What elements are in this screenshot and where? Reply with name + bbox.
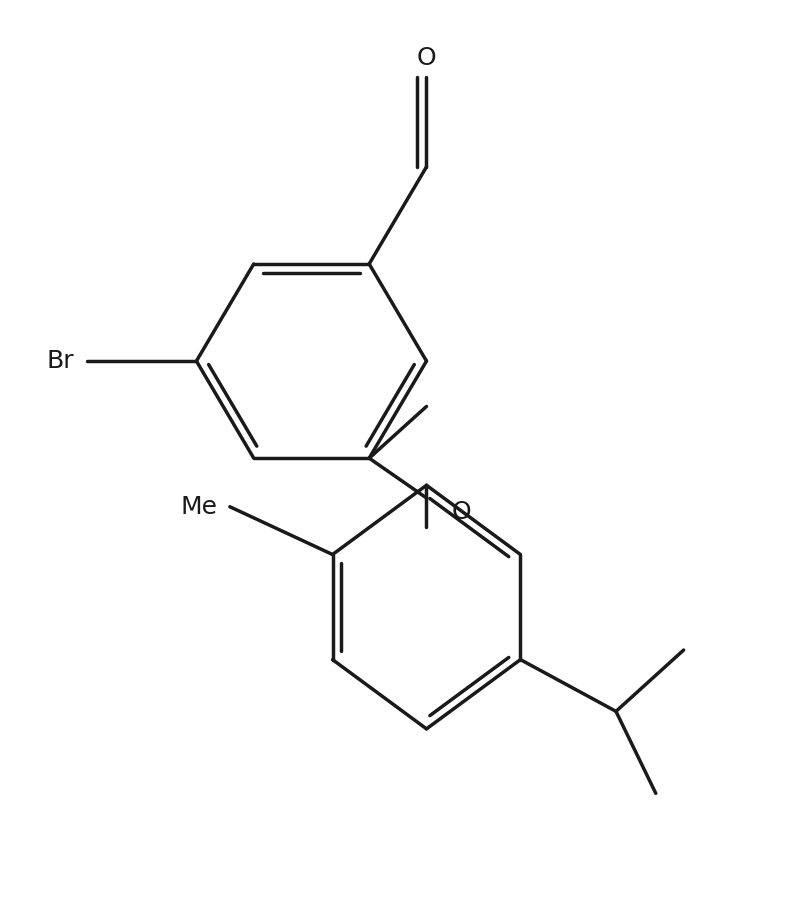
Text: Me: Me xyxy=(181,495,218,519)
Text: O: O xyxy=(416,46,437,70)
Text: O: O xyxy=(451,501,471,524)
Text: Br: Br xyxy=(47,349,75,373)
